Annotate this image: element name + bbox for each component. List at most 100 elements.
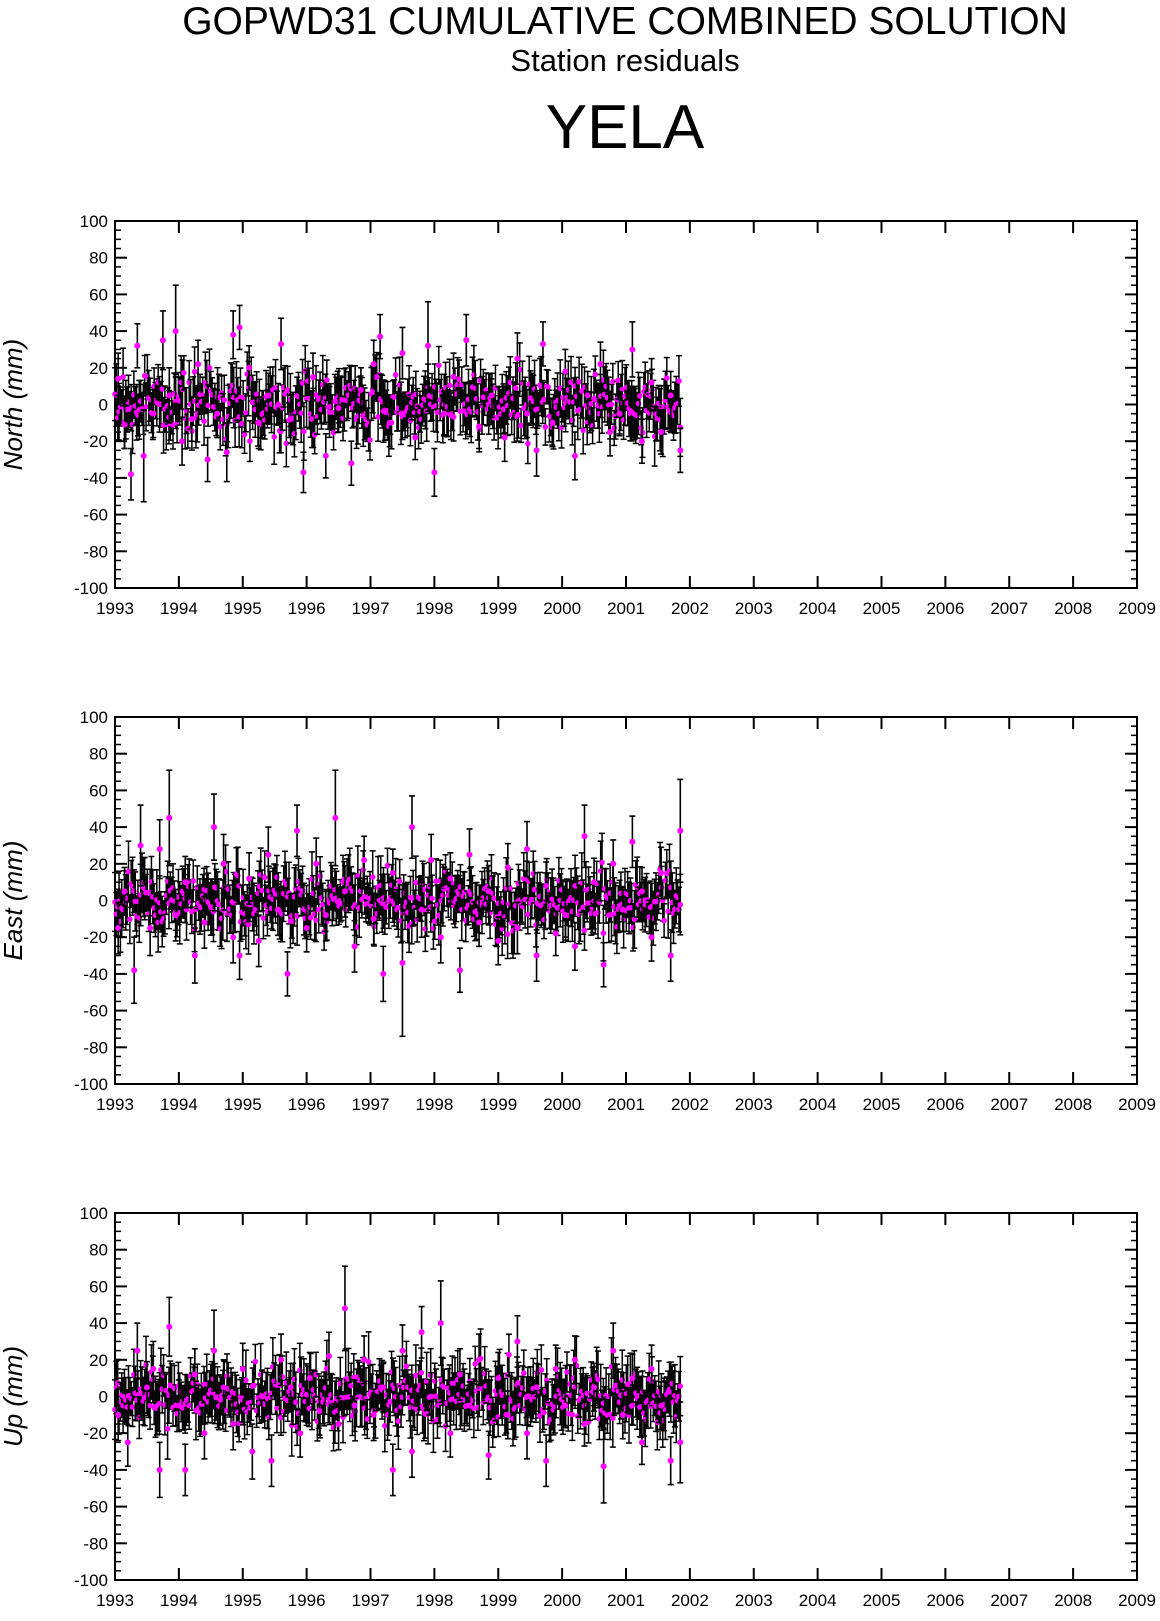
- data-point: [515, 411, 522, 418]
- data-point: [456, 376, 462, 382]
- x-tick-label: 1993: [96, 599, 134, 618]
- data-point: [514, 355, 521, 362]
- y-tick-label: 60: [89, 1277, 108, 1296]
- data-point: [294, 913, 300, 919]
- panel-east: 1993 1994 1995 1996 1997 1998 1999 2000 2001 2002…: [0, 708, 1156, 1114]
- y-tick-label: -100: [74, 1571, 108, 1590]
- data-point: [313, 392, 319, 398]
- data-point: [638, 888, 645, 895]
- data-point: [274, 1405, 280, 1411]
- data-point: [189, 908, 195, 915]
- data-point: [137, 842, 144, 849]
- data-point: [377, 333, 384, 340]
- y-tick-label: -40: [83, 965, 108, 984]
- data-point: [274, 906, 281, 913]
- data-point: [156, 846, 163, 853]
- y-tick-label: -100: [74, 579, 108, 598]
- y-tick-label: 0: [99, 396, 108, 415]
- data-point: [610, 378, 616, 385]
- y-tick-label: 60: [89, 285, 108, 304]
- x-tick-label: 1997: [352, 1095, 390, 1114]
- data-point: [615, 377, 622, 384]
- data-point: [580, 427, 586, 434]
- x-tick-label: 2006: [926, 1591, 964, 1610]
- data-point: [525, 911, 531, 918]
- data-point: [181, 370, 187, 376]
- y-tick-label: 0: [99, 892, 108, 911]
- x-tick-label: 2000: [543, 1591, 581, 1610]
- data-point: [568, 379, 574, 386]
- data-point: [447, 875, 454, 882]
- data-point: [637, 393, 643, 399]
- data-point: [581, 927, 588, 934]
- data-point: [241, 431, 248, 438]
- data-point: [191, 952, 198, 959]
- data-point: [433, 878, 439, 884]
- data-point: [488, 392, 495, 399]
- data-point: [313, 860, 320, 867]
- data-point: [677, 447, 684, 454]
- data-point: [384, 862, 391, 869]
- data-point: [188, 416, 195, 423]
- data-point: [243, 410, 249, 416]
- data-point: [275, 401, 282, 408]
- data-point: [330, 429, 337, 436]
- data-point: [284, 387, 291, 394]
- data-point: [501, 434, 508, 441]
- x-tick-label: 1998: [415, 599, 453, 618]
- residual-series-dense: [112, 832, 684, 962]
- data-point: [348, 1382, 354, 1389]
- data-point: [658, 869, 665, 876]
- data-point: [322, 452, 329, 459]
- data-point: [265, 392, 272, 399]
- data-point: [507, 885, 514, 892]
- data-point: [253, 391, 260, 398]
- data-point: [125, 868, 132, 875]
- data-point: [631, 916, 638, 923]
- data-point: [504, 864, 511, 871]
- data-point: [529, 896, 535, 903]
- x-tick-label: 1994: [160, 1095, 198, 1114]
- y-tick-label: -80: [83, 1534, 108, 1553]
- data-point: [434, 409, 441, 416]
- data-point: [391, 394, 398, 400]
- y-tick-label: -40: [83, 1461, 108, 1480]
- x-tick-label: 2004: [799, 1591, 837, 1610]
- x-tick-label: 2001: [607, 1591, 645, 1610]
- data-point: [255, 419, 262, 426]
- data-point: [667, 952, 674, 959]
- data-point: [437, 934, 444, 941]
- x-tick-label: 2001: [607, 599, 645, 618]
- data-point: [131, 967, 138, 974]
- x-tick-label: 1998: [415, 1095, 453, 1114]
- data-point: [129, 1404, 136, 1410]
- data-point: [576, 379, 582, 385]
- data-point: [143, 404, 149, 410]
- data-point: [115, 375, 122, 382]
- x-tick-label: 2000: [543, 1095, 581, 1114]
- y-tick-label: -80: [83, 1038, 108, 1057]
- data-point: [518, 422, 524, 429]
- data-point: [357, 386, 364, 393]
- y-tick-label: 20: [89, 359, 108, 378]
- data-point: [292, 1399, 299, 1406]
- data-point: [204, 456, 211, 463]
- data-point: [361, 857, 368, 864]
- data-point: [341, 888, 348, 895]
- data-point: [294, 827, 301, 834]
- data-point: [115, 925, 122, 932]
- y-tick-label: 20: [89, 855, 108, 874]
- x-tick-label: 2008: [1054, 599, 1092, 618]
- data-point: [581, 833, 588, 840]
- data-point: [584, 392, 591, 399]
- residual-series: [115, 769, 684, 1038]
- y-axis-label: East (mm): [0, 841, 28, 961]
- data-point: [616, 410, 623, 417]
- x-tick-label: 2006: [926, 1095, 964, 1114]
- x-tick-label: 2008: [1054, 1095, 1092, 1114]
- y-tick-label: -20: [83, 1424, 108, 1443]
- residual-series-dense: [112, 342, 684, 468]
- data-point: [525, 440, 531, 447]
- data-point: [523, 410, 530, 417]
- data-point: [638, 438, 645, 445]
